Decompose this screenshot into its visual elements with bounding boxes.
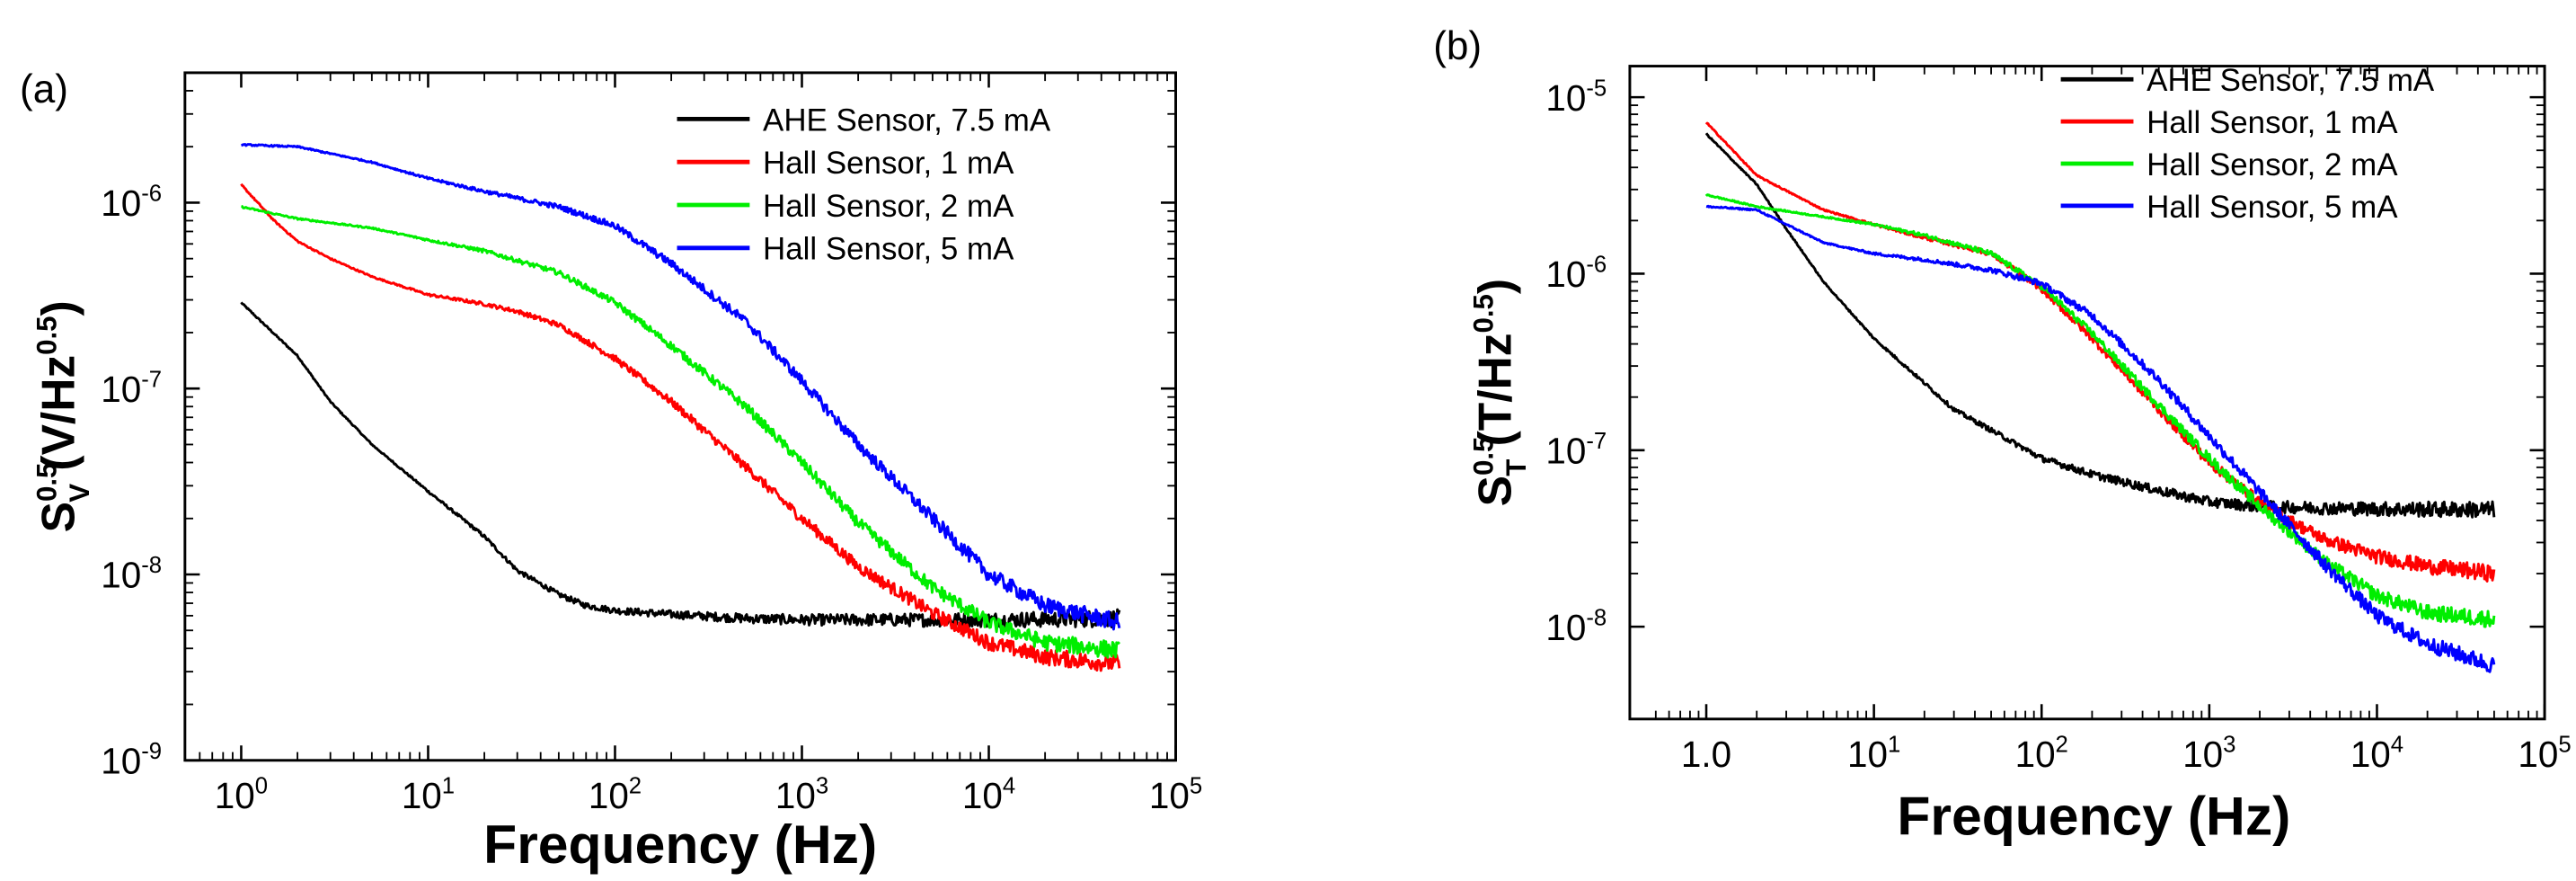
series-line-2 [1704, 193, 2496, 628]
x-tick-label: 105 [1149, 774, 1202, 817]
series-line-1 [1704, 121, 2496, 583]
x-tick-label: 105 [2518, 733, 2571, 776]
y-tick-label: 10-8 [101, 553, 162, 596]
panel-label: (b) [1433, 24, 1482, 68]
x-tick-label: 103 [775, 774, 828, 817]
y-axis-title: S0.5 T (T/Hz0.5) [1467, 279, 1532, 506]
series-group [240, 143, 1121, 672]
y-tick-label: 10-7 [1545, 429, 1607, 472]
y-tick-label: 10-6 [101, 182, 162, 225]
series-line-0 [1704, 132, 2496, 519]
x-tick-label: 1.0 [1681, 734, 1731, 775]
series-line-0 [240, 301, 1121, 629]
x-tick-label: 102 [2015, 733, 2068, 776]
x-tick-label: 104 [962, 774, 1015, 817]
chart-panel-a: 100 101 102 103 104 105 10-9 10-8 10-7 10-6 (a) Fre… [20, 67, 1202, 875]
y-tick-label: 10-6 [1545, 253, 1607, 296]
x-axis-title: Frequency (Hz) [483, 814, 877, 875]
plot-frame [1628, 65, 2546, 721]
x-tick-label: 100 [215, 774, 268, 817]
x-axis-title: Frequency (Hz) [1897, 786, 2290, 847]
legend-label: Hall Sensor, 2 mA [763, 189, 1014, 224]
x-tick-label: 102 [589, 774, 642, 817]
y-axis-title: S0.5 V (V/Hz0.5) [31, 300, 95, 532]
y-tick-label: 10-5 [1545, 76, 1607, 119]
y-tick-label: 10-7 [101, 367, 162, 410]
panel-label: (a) [20, 67, 68, 111]
series-line-3 [1705, 204, 2496, 673]
legend-label: Hall Sensor, 2 mA [2147, 147, 2398, 182]
x-tick-label: 104 [2350, 733, 2403, 776]
x-tick-label: 101 [402, 774, 455, 817]
legend-label: Hall Sensor, 1 mA [763, 146, 1014, 181]
legend-label: Hall Sensor, 5 mA [2147, 190, 2398, 225]
series-line-3 [241, 143, 1121, 631]
legend-label: AHE Sensor, 7.5 mA [2147, 63, 2435, 98]
x-tick-label: 103 [2182, 733, 2235, 776]
series-group [1704, 121, 2496, 673]
legend-label: Hall Sensor, 1 mA [2147, 105, 2398, 140]
legend-label: AHE Sensor, 7.5 mA [763, 102, 1051, 138]
series-line-1 [240, 182, 1121, 672]
legend-label: Hall Sensor, 5 mA [763, 232, 1014, 267]
y-tick-label: 10-9 [101, 739, 162, 782]
y-tick-label: 10-8 [1545, 605, 1607, 648]
series-line-2 [241, 204, 1120, 659]
chart-panel-b: 1.0 101 102 103 104 105 10-8 10-7 10-6 10-5 (b) Fre… [1433, 24, 2571, 846]
x-tick-label: 101 [1847, 733, 1900, 776]
